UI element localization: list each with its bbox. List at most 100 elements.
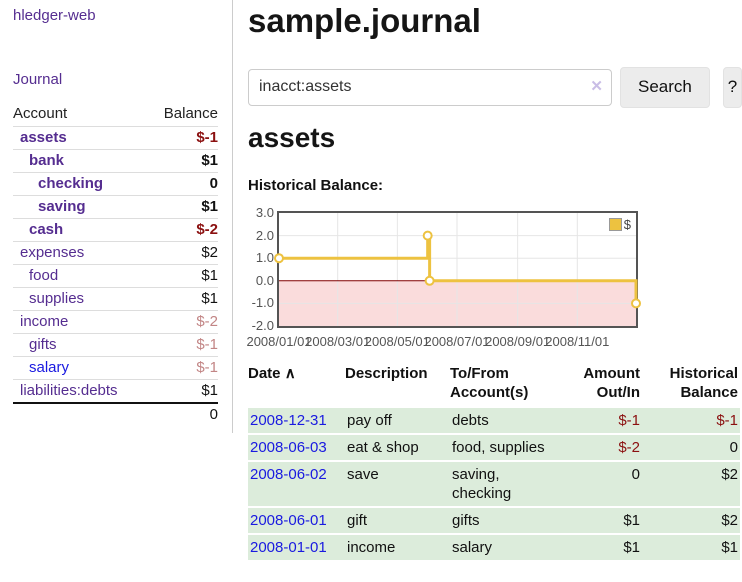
transaction-amount: $1 [562, 535, 642, 562]
accounts-table-header: Account Balance [13, 102, 218, 127]
y-axis-tick-label: 0.0 [255, 272, 274, 288]
accounts-table: Account Balance assets $-1 bank $1 checking 0… [13, 102, 218, 426]
transaction-amount: $-2 [562, 435, 642, 462]
sidebar-account-link[interactable]: checking [38, 175, 104, 192]
transaction-description: gift [345, 508, 450, 535]
x-axis-tick-label: 2008/11/01 [545, 334, 610, 349]
register-header-row: Date ∧ Description To/From Account(s) Am… [248, 362, 740, 408]
sort-asc-icon: ∧ [284, 365, 296, 382]
sidebar-account-link[interactable]: assets [20, 129, 67, 146]
register-row: 2008-01-01 income salary $1 $1 [248, 535, 740, 562]
account-row: liabilities:debts $1 [13, 379, 218, 403]
transaction-accounts: saving, checking [450, 462, 562, 508]
register-header-balance: Historical Balance [669, 365, 738, 401]
transaction-balance: $2 [642, 508, 740, 535]
page-title: sample.journal [248, 2, 481, 39]
sidebar-account-link[interactable]: income [20, 313, 69, 330]
chart-legend: $ [608, 217, 631, 232]
account-balance: $1 [147, 379, 218, 403]
chart-plot-area[interactable]: $ [274, 211, 641, 328]
account-row: bank $1 [13, 149, 218, 173]
account-balance: $-1 [147, 333, 218, 357]
account-row: checking 0 [13, 172, 218, 196]
transaction-accounts: salary [450, 535, 562, 562]
x-axis-tick-label: 2008/01/01 [246, 334, 312, 349]
account-row: supplies $1 [13, 287, 218, 311]
account-row: saving $1 [13, 195, 218, 219]
transaction-date-link[interactable]: 2008-01-01 [250, 539, 327, 556]
transaction-accounts: gifts [450, 508, 562, 535]
sort-by-date-link[interactable]: Date ∧ [248, 365, 296, 382]
clear-search-icon[interactable]: ✕ [590, 77, 603, 95]
transaction-description: income [345, 535, 450, 562]
transaction-balance: $2 [642, 462, 740, 508]
y-axis-tick-label: 2.0 [255, 227, 274, 243]
transaction-balance: 0 [642, 435, 740, 462]
transaction-date-link[interactable]: 2008-12-31 [250, 412, 327, 429]
register-header-description: Description [345, 365, 428, 382]
register-header-amount: Amount Out/In [583, 365, 640, 401]
legend-swatch-icon [608, 218, 622, 231]
search-button[interactable]: Search [620, 66, 710, 108]
nav-journal-link[interactable]: Journal [13, 71, 63, 88]
account-balance: $-1 [147, 126, 218, 150]
sidebar-account-link[interactable]: expenses [20, 244, 85, 261]
transaction-balance: $-1 [642, 408, 740, 435]
account-balance: $-2 [147, 218, 218, 242]
x-axis-tick-label: 2008/05/01 [364, 334, 430, 349]
account-balance: $2 [147, 241, 218, 265]
sidebar: hledger-web Journal Account Balance asse… [0, 0, 233, 433]
historical-balance-chart: $ 3.0 2.0 1.0 0.0 -1.0 -2.0 2008/01/01 2008/03… [246, 205, 668, 350]
account-heading: assets [248, 122, 336, 153]
account-balance: $1 [147, 264, 218, 288]
account-balance: 0 [147, 172, 218, 196]
accounts-header-balance: Balance [163, 105, 218, 122]
account-row: food $1 [13, 264, 218, 288]
register-table: Date ∧ Description To/From Account(s) Am… [248, 362, 740, 562]
sidebar-account-link[interactable]: gifts [29, 336, 57, 353]
register-row: 2008-06-01 gift gifts $1 $2 [248, 508, 740, 535]
search-row: ✕ Search ? [248, 66, 742, 108]
account-row: income $-2 [13, 310, 218, 334]
sidebar-account-link[interactable]: food [29, 267, 59, 284]
legend-label: $ [623, 217, 631, 232]
account-row: gifts $-1 [13, 333, 218, 357]
account-balance: $1 [147, 149, 218, 173]
accounts-header-account: Account [13, 105, 68, 122]
y-axis-tick-label: -2.0 [251, 318, 274, 333]
sidebar-account-link[interactable]: salary [29, 359, 70, 376]
y-axis-tick-label: -1.0 [251, 295, 274, 311]
y-axis-tick-label: 1.0 [255, 250, 274, 266]
transaction-date-link[interactable]: 2008-06-03 [250, 439, 327, 456]
accounts-total-balance: 0 [147, 402, 218, 426]
transaction-description: save [345, 462, 450, 508]
transaction-date-link[interactable]: 2008-06-01 [250, 512, 327, 529]
register-header-accounts: To/From Account(s) [450, 365, 529, 401]
register-row: 2008-06-02 save saving, checking 0 $2 [248, 462, 740, 508]
account-balance: $1 [147, 287, 218, 311]
account-balance: $-1 [147, 356, 218, 380]
sidebar-account-link[interactable]: saving [38, 198, 86, 215]
transaction-date-link[interactable]: 2008-06-02 [250, 466, 327, 483]
y-axis-tick-label: 3.0 [255, 205, 274, 220]
sidebar-account-link[interactable]: cash [29, 221, 64, 238]
sidebar-account-link[interactable]: supplies [29, 290, 85, 307]
transaction-description: pay off [345, 408, 450, 435]
search-input[interactable] [248, 68, 612, 106]
account-row: assets $-1 [13, 126, 218, 150]
account-row: expenses $2 [13, 241, 218, 265]
chart-title: Historical Balance: [248, 177, 384, 194]
x-axis-tick-label: 2008/03/01 [305, 334, 371, 349]
register-table-body: 2008-12-31 pay off debts $-1 $-1 2008-06-03 ea… [248, 408, 740, 562]
transaction-balance: $1 [642, 535, 740, 562]
register-row: 2008-12-31 pay off debts $-1 $-1 [248, 408, 740, 435]
account-balance: $-2 [147, 310, 218, 334]
sidebar-account-link[interactable]: liabilities:debts [20, 382, 118, 399]
transaction-amount: $-1 [562, 408, 642, 435]
sidebar-account-link[interactable]: bank [29, 152, 65, 169]
app-title: hledger-web [13, 7, 96, 24]
transaction-accounts: food, supplies [450, 435, 562, 462]
x-axis-tick-label: 2008/09/01 [485, 334, 551, 349]
help-button[interactable]: ? [722, 66, 742, 108]
transaction-amount: $1 [562, 508, 642, 535]
